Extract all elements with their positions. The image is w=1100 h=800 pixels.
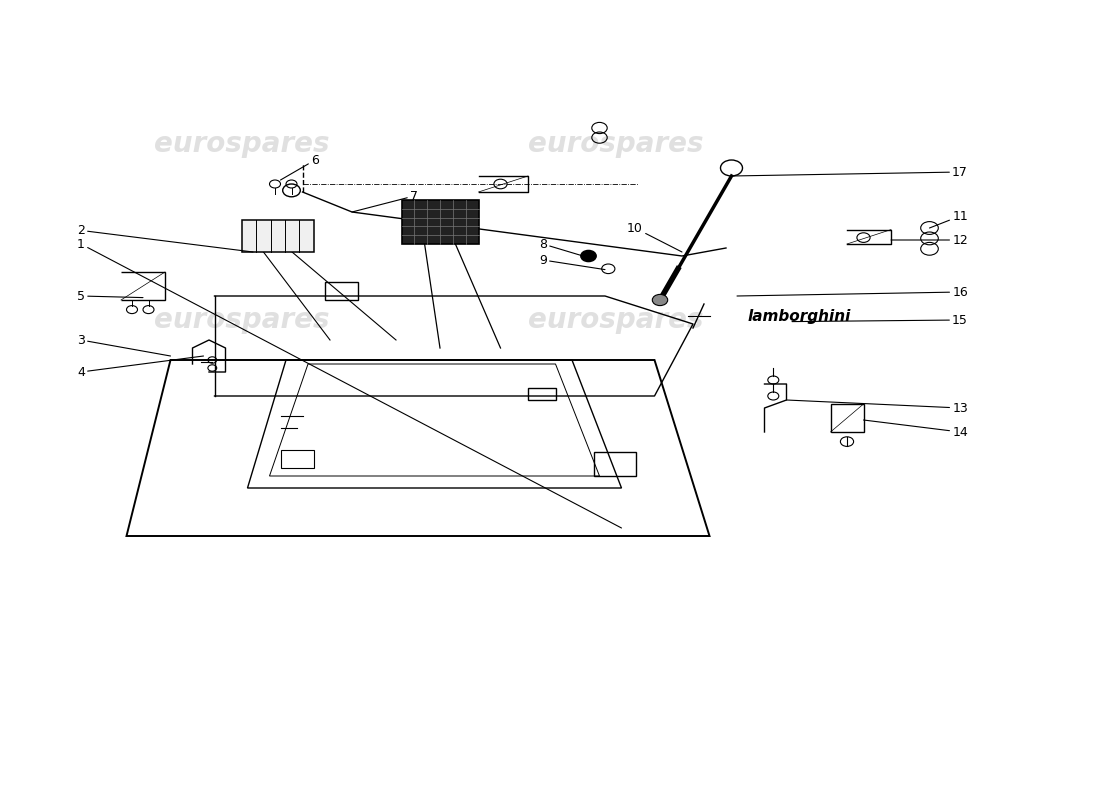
Bar	[528, 388, 556, 400]
Bar	[830, 404, 864, 432]
Bar	[242, 220, 314, 252]
Text: 6: 6	[280, 154, 319, 180]
Text: eurospares: eurospares	[154, 130, 330, 158]
Text: 16: 16	[737, 286, 968, 298]
Text: 8: 8	[539, 238, 583, 256]
Bar	[324, 282, 358, 300]
Text: eurospares: eurospares	[528, 130, 704, 158]
Text: 3: 3	[77, 334, 170, 356]
Text: 9: 9	[539, 254, 605, 270]
Text: 14: 14	[864, 420, 968, 438]
Text: 15: 15	[792, 314, 968, 326]
Text: lamborghini: lamborghini	[748, 309, 851, 323]
Text: 10: 10	[627, 222, 682, 252]
Text: 17: 17	[732, 166, 968, 178]
Bar	[280, 450, 314, 468]
Text: 11: 11	[930, 210, 968, 228]
Text: eurospares: eurospares	[154, 306, 330, 334]
Text: 12: 12	[891, 234, 968, 246]
Text: 5: 5	[77, 290, 143, 302]
Text: 7: 7	[352, 190, 418, 212]
Text: 2: 2	[77, 224, 253, 252]
Text: 13: 13	[786, 400, 968, 414]
Bar	[402, 200, 478, 244]
Text: 1: 1	[77, 238, 621, 528]
Bar	[594, 452, 636, 476]
Text: eurospares: eurospares	[528, 306, 704, 334]
Circle shape	[652, 294, 668, 306]
Circle shape	[581, 250, 596, 262]
Text: 4: 4	[77, 356, 204, 378]
